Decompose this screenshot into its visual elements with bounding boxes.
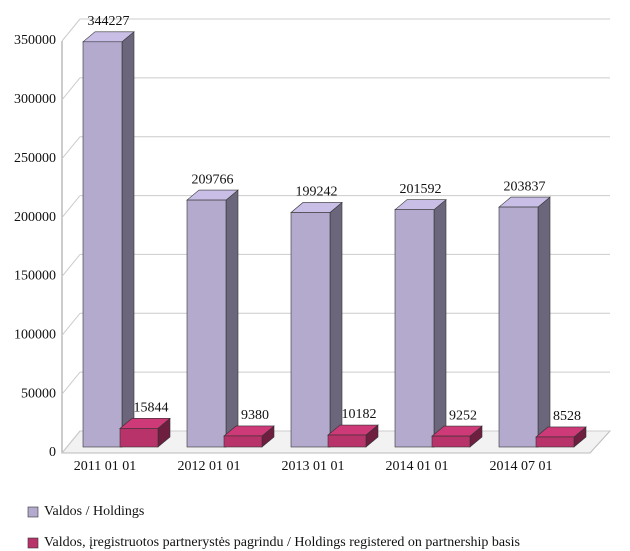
legend-label: Valdos / Holdings: [44, 504, 144, 519]
bar: [431, 435, 471, 448]
grid-line: [61, 430, 81, 454]
data-label: 15844: [134, 401, 169, 416]
grid-line: [61, 371, 81, 395]
bar-side: [225, 189, 239, 448]
y-tick-label: 250000: [14, 151, 56, 166]
bar: [535, 436, 575, 448]
data-label: 9380: [241, 408, 269, 423]
bar: [327, 434, 367, 448]
grid-line: [61, 312, 81, 336]
x-tick-label: 2014 07 01: [490, 459, 553, 474]
bar-side: [433, 199, 447, 448]
y-tick-label: 200000: [14, 210, 56, 225]
bar-side: [121, 31, 135, 448]
data-label: 8528: [553, 409, 581, 424]
bar: [290, 212, 331, 448]
x-tick-label: 2014 01 01: [386, 459, 449, 474]
grid-line: [61, 18, 81, 42]
bar: [186, 199, 227, 448]
data-label: 199242: [296, 185, 338, 200]
y-tick-label: 300000: [14, 92, 56, 107]
bar-side: [537, 196, 551, 448]
bar-side: [329, 201, 343, 448]
data-label: 10182: [342, 407, 377, 422]
y-tick-label: 0: [49, 445, 56, 460]
x-tick-label: 2011 01 01: [74, 459, 136, 474]
bar: [394, 209, 435, 448]
bar: [498, 206, 539, 448]
data-label: 201592: [400, 182, 442, 197]
x-tick-label: 2013 01 01: [282, 459, 345, 474]
y-tick-label: 50000: [21, 386, 56, 401]
grid-line: [61, 136, 81, 160]
y-tick-label: 100000: [14, 328, 56, 343]
data-label: 209766: [192, 172, 234, 187]
bar: [119, 428, 159, 448]
data-label: 9252: [449, 408, 477, 423]
grid-line: [61, 195, 81, 218]
legend-swatch: [27, 506, 39, 518]
data-label: 203837: [504, 179, 546, 194]
bar: [82, 41, 123, 448]
bar: [223, 435, 263, 448]
grid-line: [61, 77, 81, 101]
grid-line: [61, 254, 81, 277]
data-label: 344227: [88, 14, 130, 29]
y-tick-label: 350000: [14, 33, 56, 48]
legend-swatch: [27, 537, 39, 549]
x-tick-label: 2012 01 01: [178, 459, 241, 474]
y-tick-label: 150000: [14, 269, 56, 284]
legend-label: Valdos, įregistruotos partnerystės pagri…: [44, 535, 520, 550]
